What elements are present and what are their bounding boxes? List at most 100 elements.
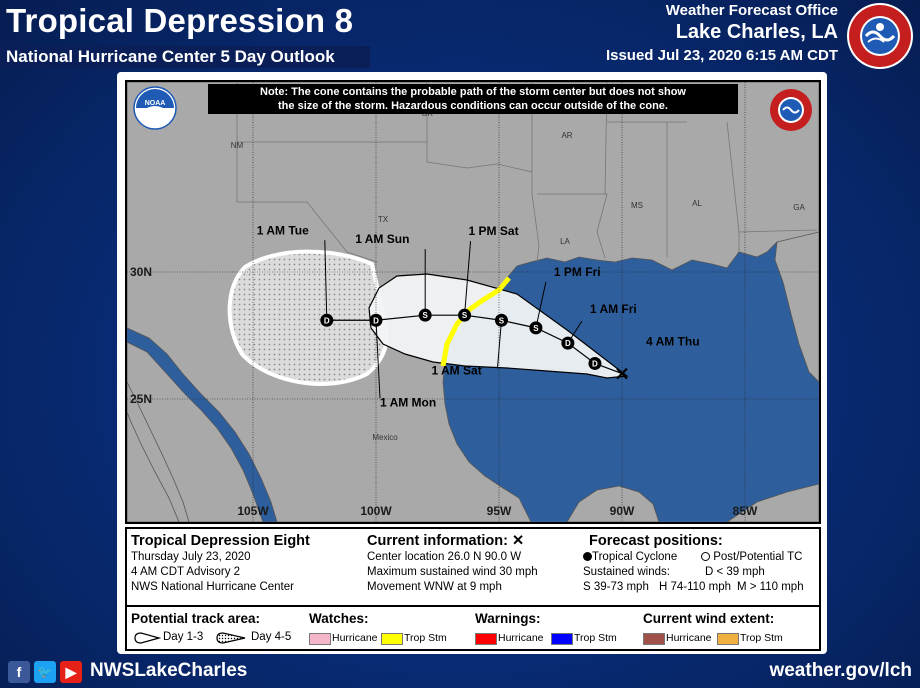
state-label-al: AL <box>692 199 702 208</box>
state-label-tx: TX <box>378 215 389 224</box>
track-leader-line <box>496 320 502 369</box>
track-point-d: D <box>561 336 575 350</box>
tropical-cyclone-dot-icon <box>583 552 592 561</box>
day-4-5-label: Day 4-5 <box>251 631 292 643</box>
track-point-d: D <box>320 313 334 327</box>
current-position-marker <box>616 367 628 380</box>
track-leader-line <box>464 241 472 316</box>
track-point-s: S <box>458 308 472 322</box>
track-time-label: 1 AM Fri <box>590 302 637 316</box>
track-point-d: D <box>588 356 602 370</box>
track-point-s: S <box>529 321 543 335</box>
day-4-5-cone-icon <box>216 632 246 644</box>
svg-text:S: S <box>462 311 468 320</box>
wind-extent-title: Current wind extent: <box>643 611 775 626</box>
yucatan-land <box>566 485 660 522</box>
forecast-positions-title: Forecast positions: <box>589 533 723 549</box>
track-point-s: S <box>418 308 432 322</box>
forecast-map: 4 AM Thu D D 1 AM Fri S 1 PM Fri S 1 AM Sat S 1 P… <box>125 80 821 524</box>
issued-time: Issued Jul 23, 2020 6:15 AM CDT <box>605 47 838 64</box>
storm-movement: Movement WNW at 9 mph <box>367 581 502 593</box>
current-info-title-text: Current information: <box>367 533 508 549</box>
storm-date: Thursday July 23, 2020 <box>131 551 251 563</box>
track-time-label: 1 AM Tue <box>257 223 309 237</box>
advisory-label: 4 AM CDT Advisory 2 <box>131 566 241 578</box>
post-tc-label: Post/Potential TC <box>713 551 803 563</box>
ext-trop-swatch <box>717 633 739 645</box>
current-position-marker-icon: ✕ <box>512 533 525 549</box>
ext-trop-label: Trop Stm <box>740 632 783 644</box>
page-subtitle: National Hurricane Center 5 Day Outlook <box>0 46 370 68</box>
storm-name: Tropical Depression Eight <box>131 533 310 549</box>
noaa-logo-icon: NOAA <box>133 86 177 130</box>
country-label: Mexico <box>372 433 398 442</box>
track-time-label: 1 AM Sat <box>431 363 481 377</box>
state-label-ar: AR <box>561 131 572 140</box>
track-leader-line <box>375 320 381 399</box>
track-time-label: 1 AM Sun <box>355 232 409 246</box>
office-label: Weather Forecast Office <box>665 2 838 19</box>
svg-text:S: S <box>423 311 429 320</box>
office-block: Weather Forecast Office Lake Charles, LA… <box>606 2 838 64</box>
max-wind: Maximum sustained wind 30 mph <box>367 566 538 578</box>
track-time-label: 4 AM Thu <box>646 335 700 349</box>
note-line-1: Note: The cone contains the probable pat… <box>260 86 686 98</box>
state-label-la: LA <box>560 237 570 246</box>
tc-legend: Tropical Cyclone <box>583 551 677 563</box>
day-1-3-label: Day 1-3 <box>163 631 204 643</box>
lon-label: 100W <box>360 504 392 518</box>
svg-text:D: D <box>324 316 330 325</box>
warn-trop-swatch <box>551 633 573 645</box>
nws-small-logo-icon <box>770 89 812 131</box>
source-center: NWS National Hurricane Center <box>131 581 294 593</box>
post-tc-circle-icon <box>701 552 710 561</box>
warn-hurricane-label: Hurricane <box>498 632 544 644</box>
social-handle[interactable]: NWSLakeCharles <box>90 660 248 681</box>
twitter-icon[interactable]: 🐦 <box>34 661 56 683</box>
state-label-ga: GA <box>793 203 805 212</box>
baja-peninsula <box>127 381 190 522</box>
track-time-label: 1 PM Fri <box>554 265 601 279</box>
florida-land <box>774 231 819 383</box>
track-time-label: 1 PM Sat <box>469 224 519 238</box>
info-panel: Tropical Depression Eight Thursday July … <box>125 527 821 651</box>
track-point-s: S <box>494 313 508 327</box>
facebook-icon[interactable]: f <box>8 661 30 683</box>
page-title: Tropical Depression 8 <box>6 2 354 39</box>
track-leader-line <box>324 240 328 321</box>
warnings-title: Warnings: <box>475 611 541 626</box>
state-borders <box>236 82 818 263</box>
map-svg: 4 AM Thu D D 1 AM Fri S 1 PM Fri S 1 AM Sat S 1 P… <box>127 82 819 522</box>
day-1-3-cone-icon <box>134 632 161 644</box>
noaa-logo-text: NOAA <box>145 100 166 107</box>
state-label-nm: NM <box>231 141 244 150</box>
ext-hurricane-label: Hurricane <box>666 632 712 644</box>
warn-trop-label: Trop Stm <box>574 632 617 644</box>
s-value: S 39-73 mph <box>583 581 649 593</box>
post-tc-legend: Post/Potential TC <box>701 551 802 563</box>
website-link[interactable]: weather.gov/lch <box>769 660 912 681</box>
info-divider <box>127 605 819 607</box>
nws-logo-icon <box>847 3 913 69</box>
svg-text:S: S <box>499 316 505 325</box>
h-value: H 74-110 mph <box>659 581 732 593</box>
center-location: Center location 26.0 N 90.0 W <box>367 551 522 563</box>
office-city: Lake Charles, LA <box>675 21 838 43</box>
cuba-land <box>726 483 819 522</box>
m-value: M > 110 mph <box>737 581 804 593</box>
d-value: D < 39 mph <box>705 566 765 578</box>
lon-label: 95W <box>487 504 512 518</box>
ext-hurricane-swatch <box>643 633 665 645</box>
forecast-track: 4 AM Thu D D 1 AM Fri S 1 PM Fri S 1 AM Sat S 1 P… <box>257 223 700 409</box>
note-line-2: the size of the storm. Hazardous conditi… <box>278 100 668 112</box>
youtube-icon[interactable]: ▶ <box>60 661 82 683</box>
sustained-label: Sustained winds: <box>583 566 670 578</box>
watch-trop-label: Trop Stm <box>404 632 447 644</box>
lon-label: 85W <box>733 504 758 518</box>
cone-day-4-5 <box>227 249 389 386</box>
current-info-title: Current information: ✕ <box>367 533 524 549</box>
svg-text:D: D <box>592 359 598 368</box>
lon-label: 105W <box>237 504 269 518</box>
track-point-d: D <box>369 313 383 327</box>
svg-text:D: D <box>373 316 379 325</box>
